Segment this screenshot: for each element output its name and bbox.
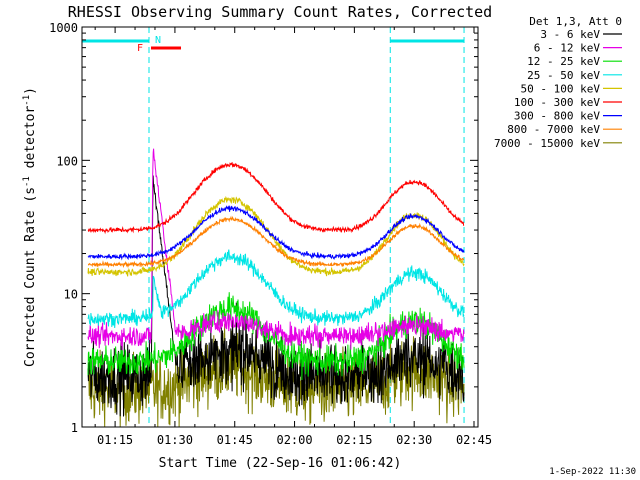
legend-item-label: 3 - 6 keV [540, 28, 600, 41]
y-tick-label: 10 [64, 288, 78, 302]
x-tick-label: 02:15 [336, 433, 372, 447]
flag-label-f: F [137, 43, 143, 54]
legend-header: Det 1,3, Att 0 [529, 15, 622, 28]
plot-frame [81, 26, 479, 428]
chart-title: RHESSI Observing Summary Count Rates, Co… [68, 3, 492, 21]
x-tick-label: 02:00 [276, 433, 312, 447]
series-line [87, 215, 465, 269]
y-tick-label: 1000 [49, 21, 78, 35]
flag-label-n: N [155, 35, 161, 46]
legend-item-label: 7000 - 15000 keV [494, 137, 600, 150]
legend-item-label: 12 - 25 keV [527, 55, 600, 68]
series-line [87, 205, 465, 261]
legend-item-label: 800 - 7000 keV [507, 123, 600, 136]
series-line [87, 161, 465, 235]
x-tick-label: 01:45 [217, 433, 253, 447]
legend-item-label: 300 - 800 keV [514, 110, 600, 123]
x-tick-label: 01:15 [97, 433, 133, 447]
x-tick-label: 01:30 [157, 433, 193, 447]
y-tick-label: 1 [71, 421, 78, 435]
x-tick-label: 02:30 [396, 433, 432, 447]
x-axis-ticks: 01:15 01:30 01:45 02:00 02:15 02:30 02:45 [94, 27, 492, 447]
series-line [87, 175, 465, 417]
y-axis-ticks: 1 10 100 1000 [49, 21, 478, 435]
legend-item-label: 6 - 12 keV [534, 42, 601, 55]
attenuator-markers: FN [137, 35, 181, 54]
y-axis-label: Corrected Count Rate (s-1 detector-1) [22, 87, 38, 367]
footer-date: 1-Sep-2022 11:30 [549, 467, 636, 477]
series-line [87, 148, 465, 351]
series-lines [87, 148, 465, 428]
x-tick-label: 02:45 [456, 433, 492, 447]
y-tick-label: 100 [56, 154, 78, 168]
legend-item-label: 25 - 50 keV [527, 69, 600, 82]
legend-item-label: 100 - 300 keV [514, 96, 600, 109]
series-line [87, 292, 465, 381]
legend-item-label: 50 - 100 keV [521, 82, 601, 95]
x-axis-label: Start Time (22-Sep-16 01:06:42) [159, 456, 402, 471]
series-line [87, 249, 465, 329]
